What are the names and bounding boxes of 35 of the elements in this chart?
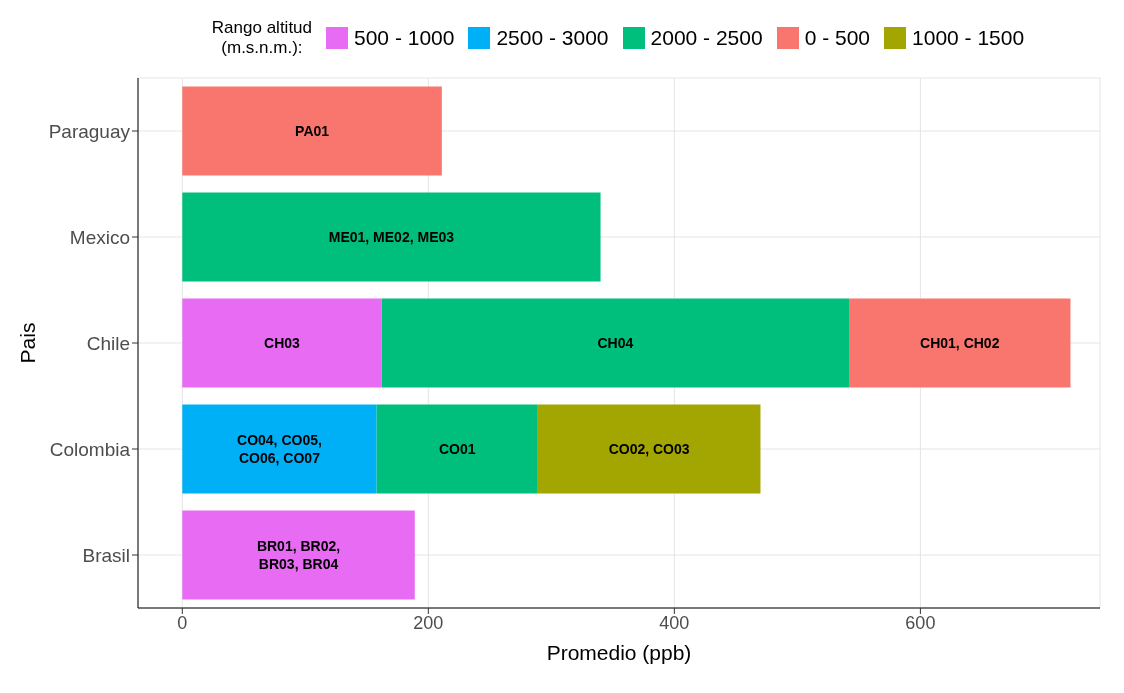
data-label: CH04 [597, 334, 634, 351]
bar [182, 86, 442, 176]
legend-label: 500 - 1000 [354, 26, 455, 50]
y-tick-label: Chile [86, 332, 130, 354]
data-label: CO01 [438, 440, 476, 457]
x-axis-title: Promedio (ppb) [546, 641, 692, 664]
data-label: BR01, BR02, BR03, BR04 [256, 537, 341, 572]
legend-label: 0 - 500 [804, 26, 871, 50]
bar [182, 404, 377, 494]
data-label: PA01 [295, 122, 330, 139]
y-tick-label: Mexico [69, 226, 130, 248]
bar [537, 404, 761, 494]
bar [182, 192, 601, 282]
y-tick-label: Colombia [49, 438, 131, 460]
y-tick-label: Brasil [82, 544, 130, 566]
legend-title: Rango altitud (m.s.n.m.): [211, 17, 313, 59]
x-tick-label: 600 [905, 612, 936, 633]
bar [849, 298, 1071, 388]
data-label: CH03 [264, 334, 301, 351]
legend-label: 1000 - 1500 [912, 26, 1025, 50]
legend-label: 2000 - 2500 [650, 26, 763, 50]
data-label: CO04, CO05, CO06, CO07 [237, 431, 322, 466]
x-tick-label: 400 [659, 612, 690, 633]
x-tick-label: 0 [177, 612, 188, 633]
bar [182, 298, 382, 388]
bar [182, 510, 415, 600]
x-tick-label: 200 [413, 612, 444, 633]
data-label: CH01, CH02 [920, 334, 1000, 351]
bar [381, 298, 850, 388]
bar [376, 404, 538, 494]
legend-label: 2500 - 3000 [496, 26, 609, 50]
y-tick-label: Paraguay [48, 120, 131, 142]
data-label: ME01, ME02, ME03 [328, 228, 455, 245]
y-axis-title: Pais [16, 322, 40, 364]
data-label: CO02, CO03 [608, 440, 690, 457]
